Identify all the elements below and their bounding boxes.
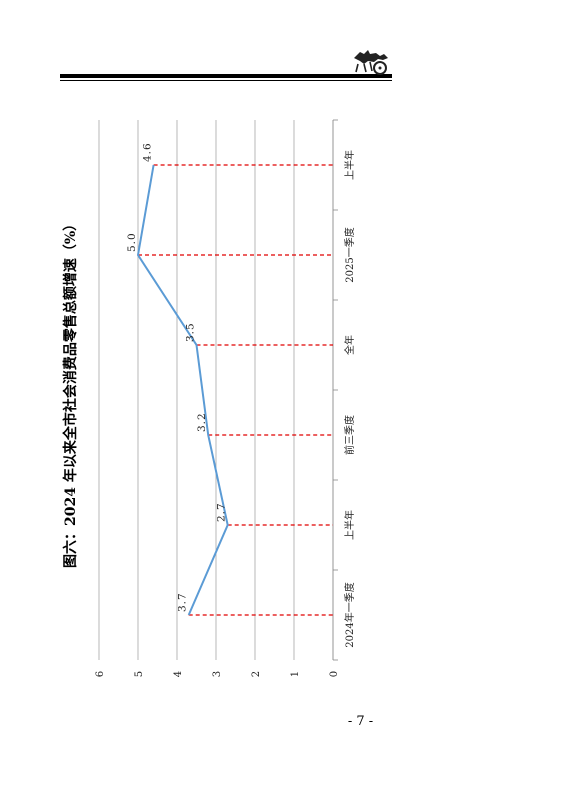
data-labels: 3.7 2.7 3.2 3.5 5.0 4.6 [126, 142, 228, 612]
y-tick-label: 6 [95, 671, 106, 677]
category-label: 2024年一季度 [343, 582, 356, 647]
chart-gridlines [98, 119, 338, 661]
data-label: 4.6 [142, 142, 154, 162]
y-tick-label: 5 [134, 671, 145, 677]
y-tick-label: 4 [173, 671, 184, 677]
y-tick-label: 1 [290, 671, 301, 677]
y-tick-label: 0 [329, 671, 340, 677]
y-tick-label: 2 [251, 671, 262, 677]
horse-chariot-logo-icon [354, 50, 388, 75]
data-label: 3.7 [177, 592, 189, 612]
data-label: 2.7 [216, 502, 228, 522]
category-label: 上半年 [343, 510, 356, 540]
y-axis-tick-labels: 0 1 2 3 4 5 6 [95, 671, 340, 677]
page-number: - 7 - [347, 714, 374, 729]
data-label: 3.5 [185, 322, 197, 342]
series-polyline [136, 164, 229, 616]
series-line [136, 164, 229, 616]
category-label: 前三季度 [343, 415, 356, 455]
category-label: 全年 [343, 335, 356, 355]
y-tick-label: 3 [212, 671, 223, 677]
drop-lines [138, 164, 333, 616]
header-rule-thick [60, 74, 392, 78]
chart-title: 图六：2024 年以来全市社会消费品零售总额增速（%） [62, 217, 79, 568]
category-label: 2025一季度 [343, 227, 356, 282]
header-rule-thin [60, 80, 392, 81]
data-label: 5.0 [126, 232, 138, 252]
data-label: 3.2 [196, 412, 208, 432]
category-label: 上半年 [343, 150, 356, 180]
